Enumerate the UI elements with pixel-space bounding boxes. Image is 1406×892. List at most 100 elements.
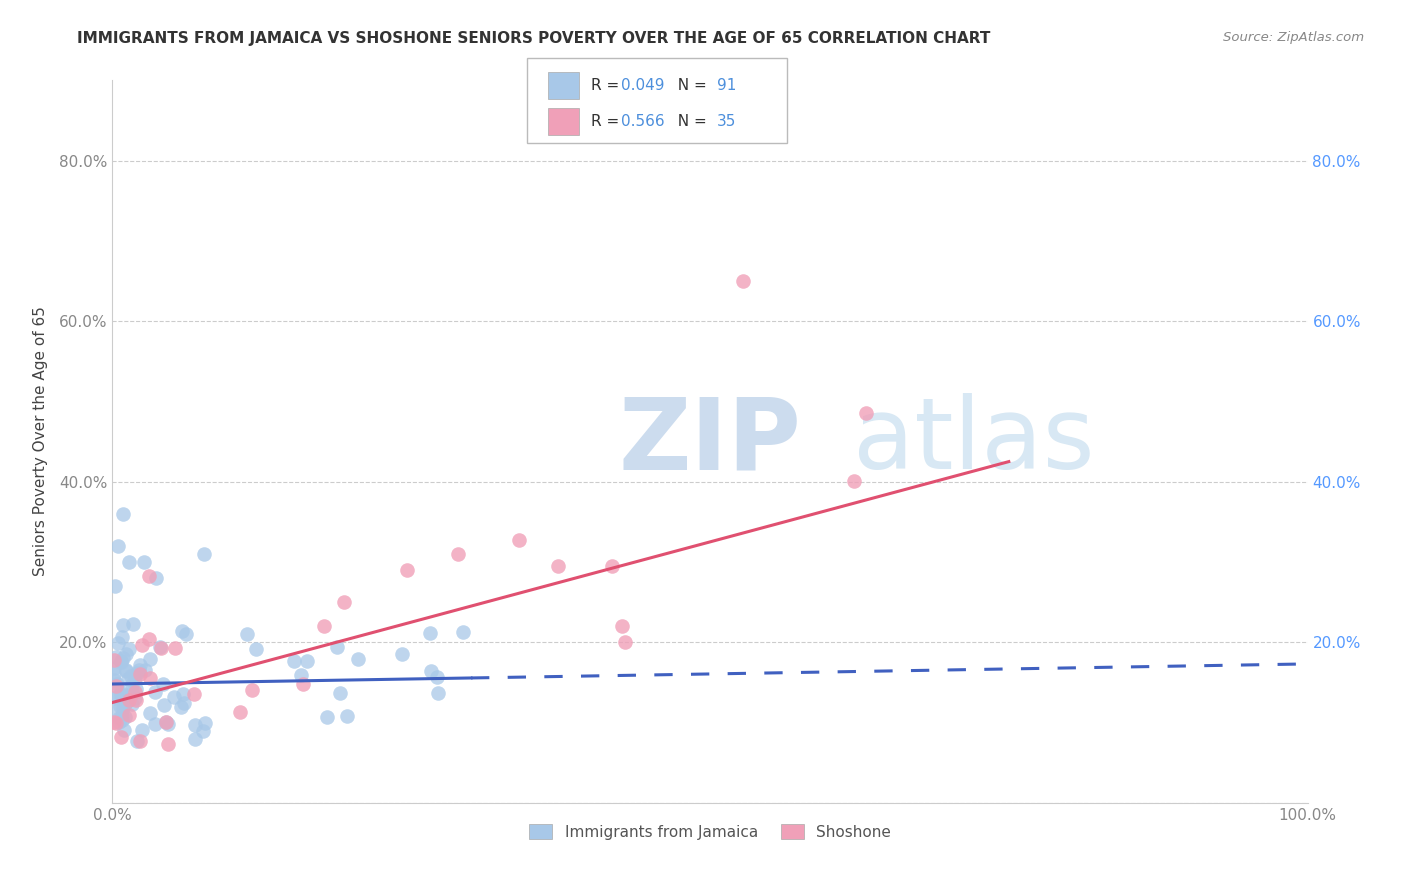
Point xyxy=(110,655,132,669)
Point xyxy=(165,640,187,655)
Text: 35: 35 xyxy=(717,114,737,129)
Text: atlas: atlas xyxy=(853,393,1095,490)
Point xyxy=(124,690,146,705)
Point xyxy=(731,274,754,288)
Point xyxy=(111,686,134,700)
Point xyxy=(145,716,167,731)
Point xyxy=(111,713,134,727)
Point xyxy=(118,555,141,569)
Point xyxy=(145,571,167,585)
Point xyxy=(283,654,305,668)
Point xyxy=(114,697,136,711)
Point xyxy=(163,690,186,704)
Point xyxy=(111,507,134,521)
Point xyxy=(236,627,259,641)
Point xyxy=(117,672,139,686)
Point xyxy=(103,673,125,687)
Point xyxy=(115,694,138,708)
Point xyxy=(131,723,153,737)
Point xyxy=(103,715,125,730)
Point xyxy=(111,630,134,644)
Text: 91: 91 xyxy=(717,78,737,93)
Point xyxy=(139,671,162,685)
Point xyxy=(124,682,146,697)
Point xyxy=(118,692,141,706)
Point xyxy=(333,595,356,609)
Point xyxy=(170,624,193,639)
Point xyxy=(325,640,347,655)
Point xyxy=(155,714,177,729)
Point xyxy=(451,624,474,639)
Point xyxy=(329,686,352,700)
Text: N =: N = xyxy=(668,114,711,129)
Point xyxy=(105,649,128,664)
Point xyxy=(112,700,135,714)
Point xyxy=(128,733,150,747)
Point xyxy=(157,717,180,731)
Point xyxy=(547,558,569,573)
Point xyxy=(105,677,128,691)
Point xyxy=(600,558,623,573)
Point xyxy=(149,640,172,655)
Point xyxy=(155,715,177,730)
Point xyxy=(152,677,174,691)
Point xyxy=(103,653,125,667)
Point xyxy=(107,714,129,729)
Point xyxy=(128,667,150,681)
Point xyxy=(173,696,195,710)
Point xyxy=(396,563,419,577)
Point xyxy=(391,647,413,661)
Point xyxy=(104,716,127,731)
Point xyxy=(170,700,193,714)
Point xyxy=(153,698,176,712)
Point xyxy=(292,676,315,690)
Point xyxy=(183,687,205,701)
Point xyxy=(107,539,129,553)
Point xyxy=(316,710,339,724)
Point xyxy=(613,635,636,649)
Text: IMMIGRANTS FROM JAMAICA VS SHOSHONE SENIORS POVERTY OVER THE AGE OF 65 CORRELATI: IMMIGRANTS FROM JAMAICA VS SHOSHONE SENI… xyxy=(77,31,991,46)
Text: R =: R = xyxy=(591,114,624,129)
Point xyxy=(112,651,135,665)
Point xyxy=(508,533,530,547)
Point xyxy=(242,682,264,697)
Text: N =: N = xyxy=(668,78,711,93)
Point xyxy=(105,704,128,718)
Y-axis label: Seniors Poverty Over the Age of 65: Seniors Poverty Over the Age of 65 xyxy=(32,307,48,576)
Point xyxy=(128,663,150,677)
Point xyxy=(121,677,143,691)
Point xyxy=(110,698,132,713)
Point xyxy=(229,706,252,720)
Point xyxy=(610,619,633,633)
Point xyxy=(420,664,443,678)
Point xyxy=(108,711,131,725)
Point xyxy=(184,731,207,746)
Point xyxy=(114,710,136,724)
Point xyxy=(105,690,128,705)
Text: 0.566: 0.566 xyxy=(621,114,665,129)
Point xyxy=(176,627,198,641)
Point xyxy=(118,642,141,657)
Point xyxy=(194,716,217,731)
Point xyxy=(138,568,160,582)
Point xyxy=(844,474,866,488)
Point xyxy=(347,652,370,666)
Point xyxy=(131,638,153,652)
Point xyxy=(120,669,142,683)
Point xyxy=(103,667,125,681)
Point xyxy=(143,684,166,698)
Point xyxy=(184,718,207,732)
Point xyxy=(110,730,132,744)
Point xyxy=(110,653,132,667)
Point xyxy=(127,666,149,681)
Text: 0.049: 0.049 xyxy=(621,78,665,93)
Point xyxy=(855,406,877,420)
Point xyxy=(111,709,134,723)
Point xyxy=(114,664,136,678)
Point xyxy=(128,658,150,673)
Point xyxy=(149,640,172,655)
Text: Source: ZipAtlas.com: Source: ZipAtlas.com xyxy=(1223,31,1364,45)
Point xyxy=(193,547,215,561)
Point xyxy=(426,686,449,700)
Point xyxy=(124,684,146,698)
